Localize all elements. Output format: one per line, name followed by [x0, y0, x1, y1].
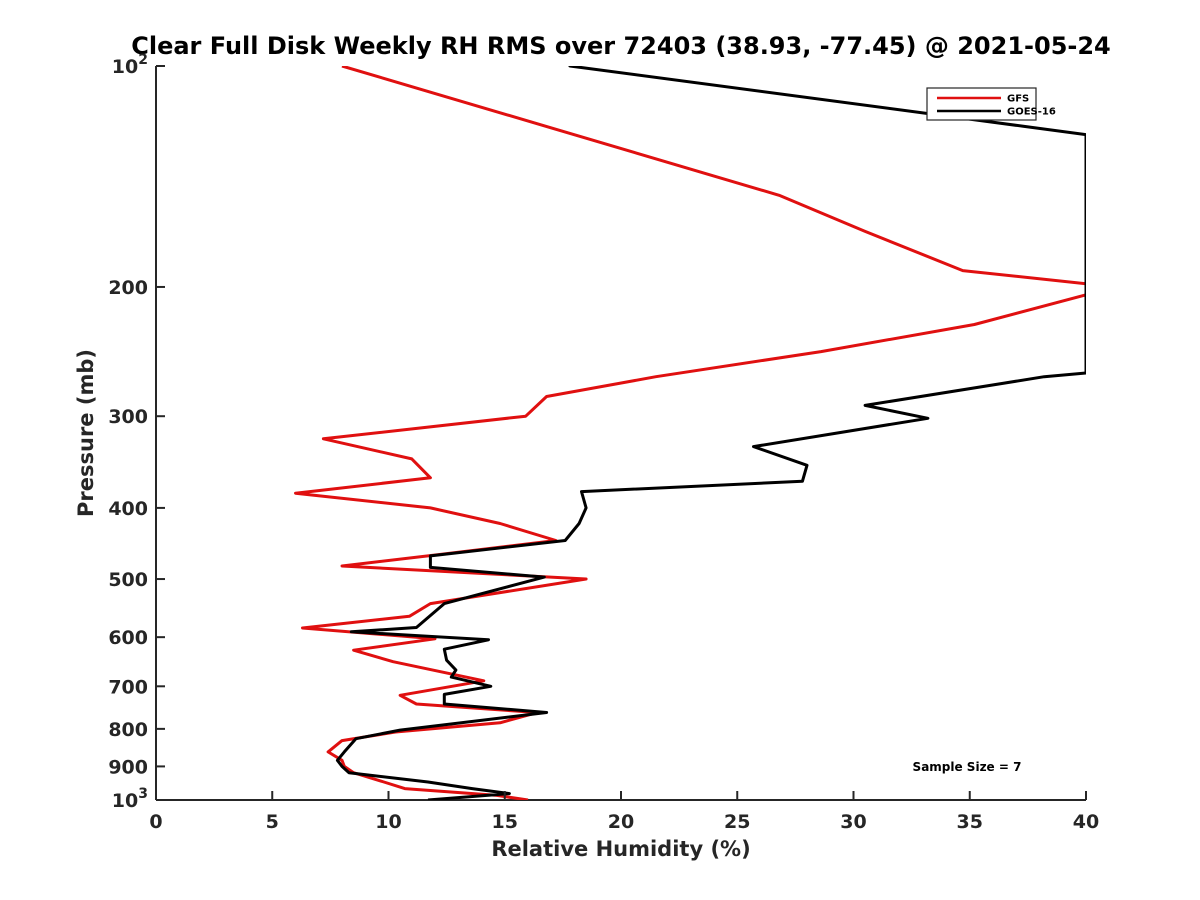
y-tick-label: 800 [108, 719, 148, 741]
y-tick-label: 300 [108, 406, 148, 428]
y-tick-label: 400 [108, 498, 148, 520]
y-tick-label: 600 [108, 627, 148, 649]
plot-axes [155, 66, 1086, 801]
x-tick-label: 0 [149, 811, 162, 833]
legend-label: GOES-16 [1007, 107, 1056, 118]
y-axis-label: Pressure (mb) [74, 349, 98, 517]
y-axis-ticks: 102 200 300 400 500 600 700 800 900 103 [108, 52, 165, 812]
series-layer [294, 66, 1086, 800]
x-tick-label: 25 [724, 811, 750, 833]
x-tick-label: 35 [957, 811, 983, 833]
y-tick-label: 700 [108, 676, 148, 698]
x-tick-label: 10 [375, 811, 401, 833]
y-tick-label: 500 [108, 569, 148, 591]
series-line-goes-16 [335, 66, 1086, 800]
legend: GFS GOES-16 [926, 87, 1056, 121]
legend-label: GFS [1007, 94, 1029, 105]
y-tick-label: 900 [108, 756, 148, 778]
chart-title: Clear Full Disk Weekly RH RMS over 72403… [131, 32, 1111, 60]
x-tick-label: 30 [840, 811, 866, 833]
x-tick-label: 20 [608, 811, 634, 833]
x-tick-label: 15 [492, 811, 518, 833]
x-tick-label: 40 [1073, 811, 1099, 833]
y-tick-label: 200 [108, 277, 148, 299]
x-tick-label: 5 [266, 811, 279, 833]
y-tick-label: 102 [112, 52, 148, 78]
sample-size-annotation: Sample Size = 7 [913, 760, 1022, 774]
x-axis-ticks: 0 5 10 15 20 25 30 35 40 [149, 791, 1099, 833]
series-line-gfs [294, 66, 1086, 800]
y-tick-label: 103 [112, 786, 148, 812]
legend-box [926, 87, 1037, 121]
x-axis-label: Relative Humidity (%) [491, 837, 750, 861]
